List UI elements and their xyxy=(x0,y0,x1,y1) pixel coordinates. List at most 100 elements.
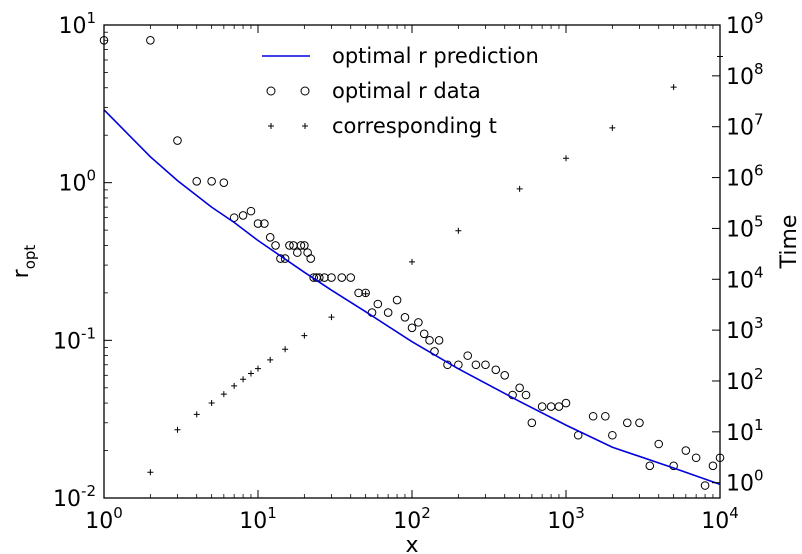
data-point-optimal-r xyxy=(481,360,490,370)
data-point-corresponding-t xyxy=(240,376,247,383)
data-point-corresponding-t xyxy=(563,155,569,162)
data-point-optimal-r xyxy=(471,360,481,370)
axis-labels: 100 101 102 103 104 10-2 10-1 100 101 100 101 102 10… xyxy=(9,9,802,554)
series-line-optimal-r-prediction xyxy=(103,109,721,486)
legend-label-data: optimal r data xyxy=(332,79,481,103)
data-point-optimal-r xyxy=(537,402,547,411)
data-point-optimal-r xyxy=(296,241,306,250)
data-point-optimal-r xyxy=(635,418,644,428)
data-point-optimal-r xyxy=(527,418,537,428)
x-tick-label: 103 xyxy=(547,504,585,534)
data-point-corresponding-t xyxy=(255,365,261,372)
y-right-tick-label: 102 xyxy=(726,365,764,395)
y-right-tick-label: 104 xyxy=(726,263,764,293)
data-point-optimal-r xyxy=(561,398,571,408)
data-point-optimal-r xyxy=(654,439,664,449)
data-point-optimal-r xyxy=(265,233,275,242)
data-point-optimal-r xyxy=(601,411,610,421)
data-point-corresponding-t xyxy=(174,426,181,433)
data-point-optimal-r xyxy=(246,206,256,216)
y-right-tick-label: 108 xyxy=(726,60,764,90)
data-point-corresponding-t xyxy=(328,314,335,321)
data-point-optimal-r xyxy=(500,371,510,380)
data-point-corresponding-t xyxy=(220,391,227,398)
data-point-corresponding-t xyxy=(455,227,462,234)
data-point-optimal-r xyxy=(354,288,363,298)
data-point-optimal-r xyxy=(229,213,239,222)
data-point-optimal-r xyxy=(419,329,429,339)
data-point-optimal-r xyxy=(320,273,329,282)
data-point-corresponding-t xyxy=(670,84,677,91)
data-point-corresponding-t xyxy=(267,356,274,363)
data-point-optimal-r xyxy=(306,254,316,263)
data-point-optimal-r xyxy=(700,481,710,490)
data-point-optimal-r xyxy=(346,273,356,282)
data-point-optimal-r xyxy=(146,35,155,45)
y-left-tick-label: 10-1 xyxy=(53,324,96,354)
data-point-optimal-r xyxy=(309,273,319,282)
data-point-optimal-r xyxy=(414,318,423,327)
data-point-optimal-r xyxy=(293,248,302,257)
data-point-optimal-r xyxy=(280,254,290,263)
legend-circle-swatch xyxy=(300,86,310,96)
data-point-optimal-r xyxy=(608,430,617,440)
data-point-optimal-r xyxy=(271,241,280,250)
data-point-optimal-r xyxy=(521,390,531,400)
data-point-optimal-r xyxy=(327,273,336,282)
data-point-optimal-r xyxy=(463,351,473,360)
data-point-optimal-r xyxy=(669,461,678,471)
y-right-tick-label: 103 xyxy=(726,314,764,344)
data-point-corresponding-t xyxy=(409,258,415,265)
data-point-optimal-r xyxy=(337,273,347,282)
data-point-corresponding-t xyxy=(208,399,215,406)
data-point-corresponding-t xyxy=(147,469,154,476)
x-tick-label: 104 xyxy=(701,504,739,534)
y-right-axis-label: Time xyxy=(777,215,802,270)
legend: optimal r prediction optimal r data corres… xyxy=(262,44,539,138)
data-point-optimal-r xyxy=(253,219,263,228)
data-point-optimal-r xyxy=(434,336,444,345)
x-axis-label: x xyxy=(405,533,418,554)
y-left-tick-label: 100 xyxy=(58,167,96,197)
legend-label-prediction: optimal r prediction xyxy=(332,44,539,68)
data-point-corresponding-t xyxy=(282,346,289,353)
data-point-optimal-r xyxy=(300,241,309,250)
legend-label-corresponding-t: corresponding t xyxy=(332,114,497,138)
y-right-tick-label: 107 xyxy=(726,111,764,141)
data-point-optimal-r xyxy=(554,402,564,411)
legend-plus-swatch xyxy=(268,123,274,129)
data-point-optimal-r xyxy=(645,461,655,471)
data-point-corresponding-t xyxy=(231,382,238,389)
data-point-optimal-r xyxy=(238,211,248,220)
data-point-optimal-r xyxy=(383,308,393,317)
y-left-tick-label: 10-2 xyxy=(53,482,96,512)
data-point-optimal-r xyxy=(425,336,434,345)
data-point-optimal-r xyxy=(708,461,718,471)
x-tick-label: 101 xyxy=(239,504,277,534)
legend-circle-swatch xyxy=(266,86,276,96)
data-point-optimal-r xyxy=(681,446,691,455)
data-point-corresponding-t xyxy=(193,411,200,418)
data-point-optimal-r xyxy=(588,411,598,421)
data-point-optimal-r xyxy=(285,241,294,250)
data-point-optimal-r xyxy=(400,312,410,322)
x-tick-label: 102 xyxy=(393,504,431,534)
data-point-optimal-r xyxy=(691,453,701,463)
x-tick-label: 100 xyxy=(85,504,123,534)
axis-ticks xyxy=(103,24,721,499)
y-right-tick-label: 100 xyxy=(726,467,764,497)
data-point-optimal-r xyxy=(407,323,417,333)
data-point-optimal-r xyxy=(219,178,229,187)
data-point-optimal-r xyxy=(622,418,632,428)
data-point-optimal-r xyxy=(392,295,402,305)
y-right-tick-label: 106 xyxy=(726,162,764,192)
data-point-optimal-r xyxy=(192,177,202,186)
legend-plus-swatch xyxy=(302,123,308,129)
data-point-optimal-r xyxy=(515,383,524,393)
data-point-corresponding-t xyxy=(609,124,616,131)
data-point-optimal-r xyxy=(207,177,216,186)
plot-area xyxy=(99,35,725,490)
data-point-corresponding-t xyxy=(301,332,308,339)
